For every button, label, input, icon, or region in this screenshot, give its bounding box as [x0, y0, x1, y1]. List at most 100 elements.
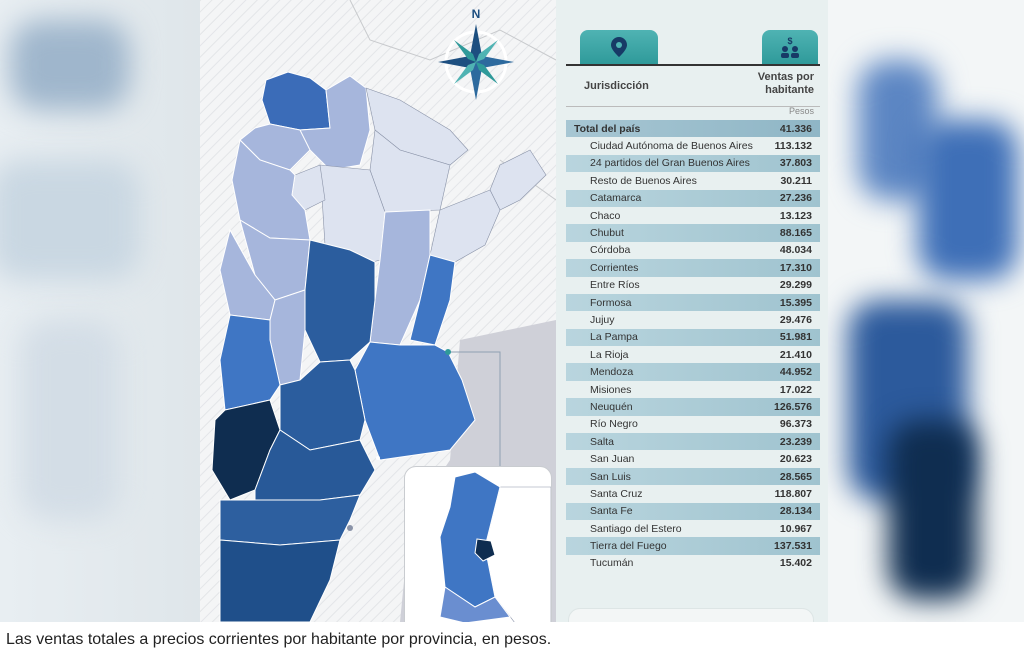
table-row: Misiones 17.022	[566, 381, 820, 398]
table-row: Corrientes 17.310	[566, 259, 820, 277]
sales-value: 29.476	[779, 313, 812, 326]
compass-rose-icon: N	[438, 7, 514, 100]
table-row: Tierra del Fuego 137.531	[566, 537, 820, 555]
sales-value: 29.299	[779, 279, 812, 292]
inset-map	[404, 466, 552, 622]
sales-value: 17.310	[779, 261, 812, 274]
inset-rest	[439, 586, 511, 622]
compass-north-label: N	[472, 7, 481, 21]
units-label: Pesos	[788, 106, 814, 116]
jurisdiction-name: San Juan	[590, 453, 635, 466]
table-row: Catamarca 27.236	[566, 189, 820, 207]
bottom-card	[568, 608, 814, 622]
table-row: San Luis 28.565	[566, 467, 820, 486]
sales-value: 28.134	[779, 505, 812, 518]
sales-value: 113.132	[774, 140, 812, 153]
sales-value: 118.807	[774, 487, 812, 500]
tab-sales-per-capita[interactable]: $	[762, 30, 818, 64]
sales-value: 137.531	[774, 540, 812, 553]
table-row: Jujuy 29.476	[566, 311, 820, 328]
province-catamarca	[231, 138, 311, 241]
table-row: Tucumán 15.402	[566, 555, 820, 572]
table-row: Salta 23.239	[566, 433, 820, 451]
table-row: Chaco 13.123	[566, 207, 820, 224]
sales-value: 28.565	[779, 470, 812, 483]
jurisdiction-name: Tierra del Fuego	[590, 540, 667, 553]
inset-caba	[474, 538, 496, 562]
table-row: San Juan 20.623	[566, 450, 820, 467]
jurisdiction-name: Total del país	[574, 122, 641, 135]
jurisdiction-name: La Rioja	[590, 348, 629, 361]
jurisdiction-name: San Luis	[590, 470, 631, 483]
table-row: Neuquén 126.576	[566, 398, 820, 416]
svg-text:$: $	[787, 36, 792, 46]
sales-value: 13.123	[779, 209, 812, 222]
blurred-background-left	[0, 0, 200, 622]
sales-value: 17.022	[779, 383, 812, 396]
table-row: Mendoza 44.952	[566, 363, 820, 381]
province-rionegro	[254, 429, 376, 501]
map-pin-icon	[611, 37, 627, 57]
table-row-total: Total del país 41.336	[566, 120, 820, 138]
table-row: Ciudad Autónoma de Buenos Aires 113.132	[566, 137, 820, 154]
jurisdiction-name: La Pampa	[590, 331, 638, 344]
header-sales-per-capita: Ventas por habitante	[757, 71, 814, 96]
table-panel: $ Jurisdicción Ventas por habitante Peso…	[556, 0, 828, 622]
jurisdiction-name: Catamarca	[590, 192, 642, 205]
sales-value: 88.165	[779, 227, 812, 240]
table-row: Santiago del Estero 10.967	[566, 520, 820, 537]
province-santacruz	[219, 539, 341, 622]
jurisdiction-name: Río Negro	[590, 418, 638, 431]
table-row: Santa Fe 28.134	[566, 502, 820, 520]
jurisdiction-name: Jujuy	[590, 313, 615, 326]
sales-value: 15.402	[779, 557, 812, 570]
blurred-background-right	[828, 0, 1024, 622]
table-header: Jurisdicción Ventas por habitante	[566, 64, 820, 107]
sales-value: 30.211	[780, 174, 812, 187]
jurisdiction-name: Tucumán	[590, 557, 634, 570]
sales-value: 51.981	[779, 331, 812, 344]
figure-caption: Las ventas totales a precios corrientes …	[6, 631, 552, 648]
jurisdiction-name: Córdoba	[590, 244, 631, 257]
jurisdiction-name: Ciudad Autónoma de Buenos Aires	[590, 140, 753, 153]
screenshot-stage: N $	[0, 0, 1024, 622]
sales-value: 20.623	[779, 453, 812, 466]
jurisdiction-name: Formosa	[590, 296, 632, 309]
sales-value: 37.803	[779, 157, 812, 170]
table-row: Santa Cruz 118.807	[566, 485, 820, 502]
jurisdiction-name: Santiago del Estero	[590, 522, 682, 535]
sales-value: 126.576	[774, 400, 812, 413]
money-people-icon: $	[781, 36, 799, 58]
sales-value: 10.967	[779, 522, 812, 535]
jurisdiction-name: Salta	[590, 435, 614, 448]
province-cordoba	[304, 239, 376, 363]
jurisdiction-name: 24 partidos del Gran Buenos Aires	[590, 157, 750, 170]
sales-value: 23.239	[779, 435, 812, 448]
sales-value: 15.395	[779, 296, 812, 309]
table-row: La Pampa 51.981	[566, 328, 820, 347]
jurisdiction-name: Neuquén	[590, 400, 633, 413]
sales-value: 41.336	[779, 122, 812, 135]
jurisdiction-name: Entre Ríos	[590, 279, 640, 292]
jurisdiction-name: Chaco	[590, 209, 621, 222]
jurisdiction-name: Resto de Buenos Aires	[590, 174, 697, 187]
jurisdiction-name: Mendoza	[590, 366, 634, 379]
inset-map-drawing	[439, 471, 551, 622]
sales-value: 27.236	[779, 192, 812, 205]
sales-value: 44.952	[779, 366, 812, 379]
jurisdiction-name: Chubut	[590, 227, 624, 240]
province-mendoza	[219, 314, 281, 411]
jurisdiction-name: Misiones	[590, 383, 632, 396]
table-row: 24 partidos del Gran Buenos Aires 37.803	[566, 154, 820, 173]
table-body: Total del país 41.336 Ciudad Autónoma de B…	[566, 120, 820, 572]
jurisdiction-name: Corrientes	[590, 261, 639, 274]
table-row: La Rioja 21.410	[566, 346, 820, 363]
province-chubut	[219, 494, 361, 546]
sales-value: 21.410	[779, 348, 812, 361]
map-panel: N	[200, 0, 556, 622]
table-row: Resto de Buenos Aires 30.211	[566, 172, 820, 189]
jurisdiction-name: Santa Fe	[590, 505, 633, 518]
jurisdiction-name: Santa Cruz	[590, 487, 643, 500]
table-row: Río Negro 96.373	[566, 416, 820, 433]
tab-map[interactable]	[580, 30, 658, 64]
